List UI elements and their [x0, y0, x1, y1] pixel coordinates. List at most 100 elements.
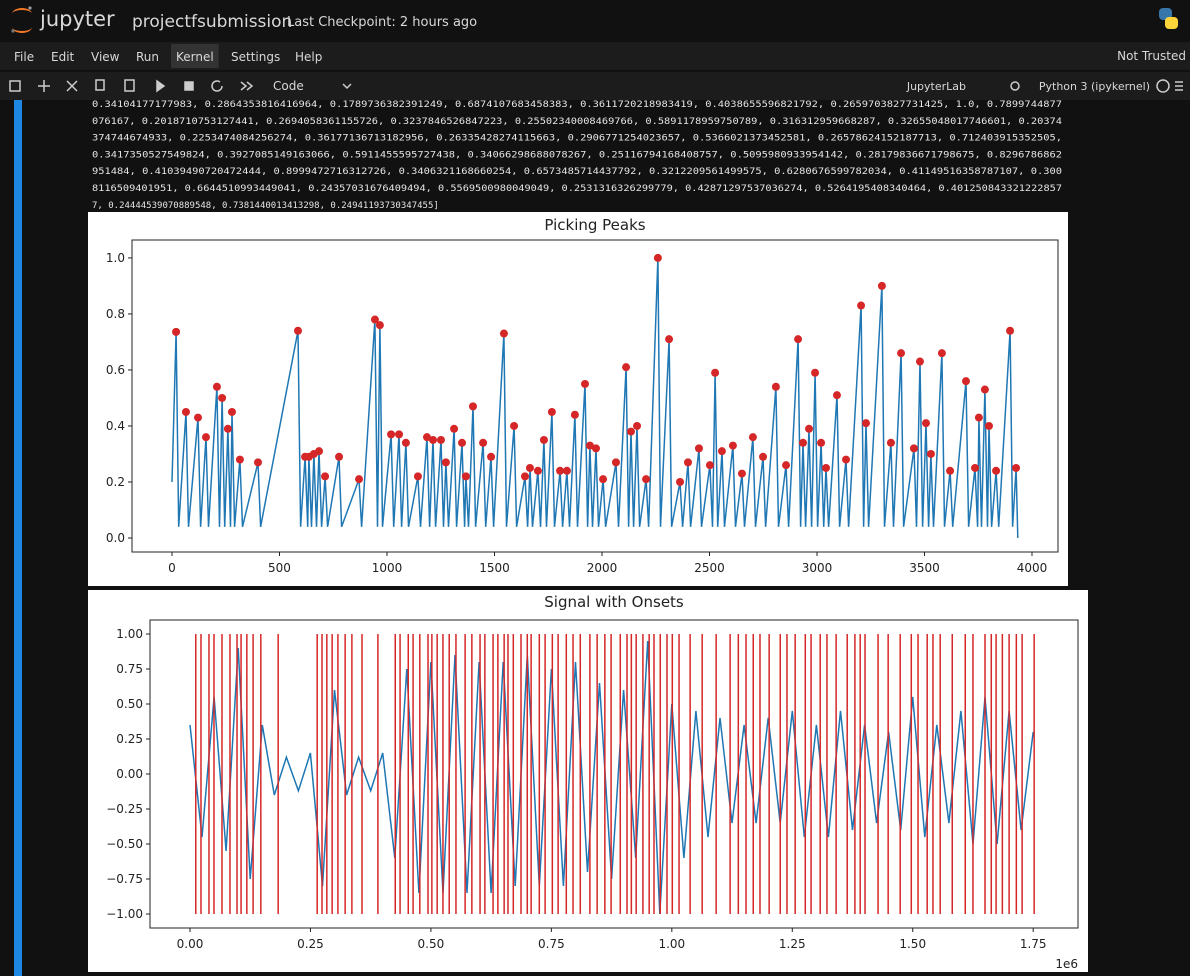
peak-marker [510, 421, 519, 430]
peak-marker [370, 315, 379, 324]
peak-marker [694, 444, 703, 453]
x-tick-label: 0 [168, 561, 176, 575]
figure-2 [88, 590, 1088, 972]
y-tick-label: 0.4 [106, 419, 125, 433]
checkpoint: Last Checkpoint: 2 hours ago [287, 15, 477, 30]
x-tick-label: 0.50 [418, 937, 445, 951]
peak-marker [642, 475, 651, 484]
x-tick-label: 0.75 [538, 937, 565, 951]
y-tick-label: 1.00 [116, 627, 143, 641]
cell-collapser[interactable] [14, 100, 22, 976]
peak-marker [591, 444, 600, 453]
peak-marker [676, 477, 685, 486]
output-line: 0.34104177177983, 0.2864353816416964, 0.… [92, 100, 1062, 110]
peak-marker [805, 424, 814, 433]
signal-line [171, 257, 1019, 539]
x-tick-label: 0.00 [177, 937, 204, 951]
y-tick-label: 0.75 [116, 662, 143, 676]
peak-marker [441, 458, 450, 467]
x-tick-label: 1.25 [779, 937, 806, 951]
peak-marker [585, 441, 594, 450]
peak-marker [539, 435, 548, 444]
peak-marker [556, 466, 565, 475]
x-offset-label: 1e6 [1055, 957, 1078, 971]
peak-marker [984, 421, 993, 430]
menu-item[interactable]: Help [295, 50, 322, 64]
peak-marker [909, 444, 918, 453]
peak-marker [971, 463, 980, 472]
menu: File Edit View Run Kernel Settings Help [14, 44, 322, 68]
output-text: 0.34104177177983, 0.2864353816416964, 0.… [92, 100, 1062, 211]
menu-item[interactable]: File [14, 50, 34, 64]
peak-marker [375, 321, 384, 330]
toolbar [0, 72, 1190, 100]
menu-item[interactable]: View [91, 50, 120, 64]
peak-marker [223, 424, 232, 433]
x-tick-label: 1.75 [1020, 937, 1047, 951]
x-tick-label: 500 [268, 561, 291, 575]
y-tick-label: −1.00 [106, 907, 143, 921]
peak-marker [737, 469, 746, 478]
peak-marker [842, 455, 851, 464]
peak-marker [570, 410, 579, 419]
cell-type[interactable]: Code [273, 79, 304, 93]
peak-marker [877, 281, 886, 290]
output-line: 8116509401951, 0.6644510993449041, 0.243… [92, 184, 1062, 194]
peak-marker [533, 466, 542, 475]
y-tick-label: 0.8 [106, 307, 125, 321]
peak-marker [479, 438, 488, 447]
peak-marker [181, 407, 190, 416]
peak-marker [321, 472, 330, 481]
x-tick-label: 3500 [909, 561, 940, 575]
x-tick-label: 3000 [802, 561, 833, 575]
peak-marker [253, 458, 262, 467]
output-line: 0.3417350527549824, 0.3927085149163066, … [92, 150, 1062, 160]
peak-marker [611, 458, 620, 467]
peak-marker [728, 441, 737, 450]
peak-marker [980, 385, 989, 394]
peak-marker [961, 377, 970, 386]
chart-title: Signal with Onsets [544, 593, 684, 611]
peak-marker [395, 430, 404, 439]
peak-marker [525, 463, 534, 472]
toolbar-icons [9, 79, 1183, 93]
peak-marker [653, 253, 662, 262]
x-tick-label: 2000 [587, 561, 618, 575]
jupyter-logo-icon [11, 6, 32, 33]
peak-marker [622, 363, 631, 372]
python-logo [1159, 8, 1178, 29]
output-line: 076167, 0.2018710753127441, 0.2694058361… [92, 117, 1062, 127]
y-tick-label: 1.0 [106, 251, 125, 265]
output-line: 7, 0.24444539070889548, 0.73814400134132… [92, 201, 439, 211]
peak-marker [915, 357, 924, 366]
peak-marker [711, 368, 720, 377]
peak-marker [315, 447, 324, 456]
notebook-name[interactable]: projectfsubmission [132, 12, 292, 32]
peak-marker [926, 449, 935, 458]
peak-marker [599, 475, 608, 484]
peak-marker [461, 472, 470, 481]
peak-marker [921, 419, 930, 428]
peak-marker [521, 472, 530, 481]
peak-marker [782, 461, 791, 470]
lab-link[interactable]: JupyterLab [906, 80, 966, 93]
menu-item[interactable]: Kernel [176, 50, 214, 64]
menu-item[interactable]: Run [136, 50, 159, 64]
logo-text[interactable]: jupyter [39, 7, 115, 31]
peak-marker [748, 433, 757, 442]
menu-item[interactable]: Settings [231, 50, 280, 64]
peak-marker [992, 466, 1001, 475]
menu-item[interactable]: Edit [51, 50, 75, 64]
peak-marker [665, 335, 674, 344]
y-tick-label: −0.25 [106, 802, 143, 816]
peak-marker [811, 368, 820, 377]
y-tick-label: 0.6 [106, 363, 125, 377]
peak-marker [771, 382, 780, 391]
y-tick-label: 0.50 [116, 697, 143, 711]
peak-marker [633, 421, 642, 430]
chart-title: Picking Peaks [544, 216, 645, 234]
kernel-name[interactable]: Python 3 (ipykernel) [1039, 80, 1150, 93]
peak-marker [450, 424, 459, 433]
trust-status[interactable]: Not Trusted [1117, 49, 1186, 63]
peak-marker [293, 326, 302, 335]
